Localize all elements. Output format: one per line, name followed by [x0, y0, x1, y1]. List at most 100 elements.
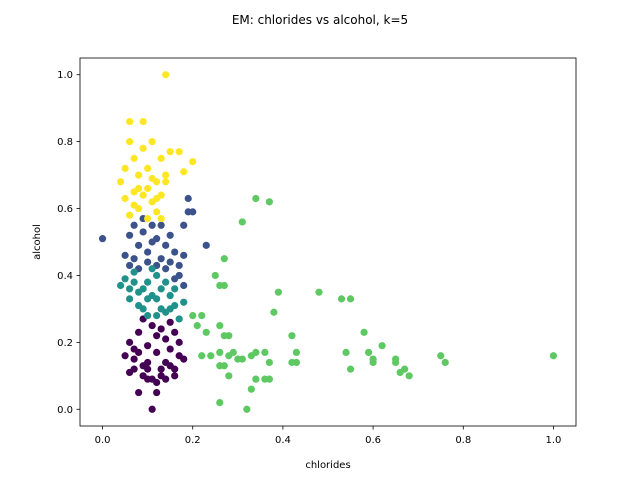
cluster-5-point	[180, 168, 188, 176]
cluster-2-point	[157, 221, 165, 229]
y-tick-label: 0.0	[57, 405, 73, 416]
x-tick-label: 0.2	[185, 435, 201, 446]
cluster-2-point	[126, 261, 134, 270]
cluster-2-point	[130, 221, 138, 229]
cluster-4-point	[288, 332, 296, 340]
cluster-5-point	[157, 214, 165, 223]
cluster-4-point	[437, 352, 445, 360]
cluster-4-point	[369, 358, 377, 367]
cluster-3-point	[180, 298, 188, 306]
cluster-3-point	[153, 312, 161, 320]
y-tick-label: 0.2	[57, 338, 73, 349]
cluster-2-point	[189, 208, 197, 216]
cluster-1-point	[153, 348, 161, 356]
cluster-4-point	[265, 375, 273, 383]
cluster-1-point	[171, 372, 179, 380]
cluster-1-point	[130, 365, 138, 373]
cluster-5-point	[162, 71, 170, 79]
x-tick-label: 0.0	[95, 435, 111, 446]
cluster-4-point	[193, 322, 201, 330]
y-tick-label: 1.0	[57, 70, 73, 81]
cluster-5-point	[116, 178, 125, 186]
cluster-3-point	[157, 285, 165, 293]
cluster-3-point	[121, 275, 129, 283]
cluster-1-point	[139, 362, 147, 370]
cluster-5-point	[189, 158, 197, 166]
cluster-5-point	[130, 201, 138, 209]
cluster-3-point	[144, 295, 152, 303]
cluster-5-point	[126, 117, 134, 126]
cluster-5-point	[175, 148, 183, 156]
cluster-5-point	[157, 154, 165, 162]
cluster-4-point	[243, 405, 251, 413]
cluster-1-point	[148, 405, 156, 413]
cluster-2-point	[144, 258, 152, 266]
cluster-5-point	[126, 138, 134, 146]
cluster-1-point	[166, 345, 174, 353]
cluster-3-point	[162, 278, 170, 286]
cluster-1-point	[135, 348, 143, 356]
cluster-4-point	[211, 271, 219, 280]
cluster-1-point	[153, 388, 161, 397]
y-axis: 0.0 0.2 0.4 0.6 0.8 1.0	[57, 70, 80, 416]
cluster-2-point	[98, 235, 107, 243]
cluster-5-point	[166, 148, 174, 156]
cluster-4-point	[292, 348, 301, 356]
cluster-2-point	[171, 275, 179, 283]
cluster-4-point	[549, 352, 558, 360]
cluster-2-point	[171, 248, 179, 256]
cluster-3-point	[130, 268, 138, 276]
x-tick-label: 0.6	[365, 435, 381, 446]
cluster-3-point	[135, 301, 143, 310]
cluster-5-point	[144, 164, 152, 172]
y-tick-label: 0.8	[57, 137, 73, 148]
y-tick-label: 0.6	[57, 204, 73, 215]
cluster-3-point	[171, 285, 179, 293]
cluster-3-point	[116, 281, 125, 290]
cluster-3-point	[126, 295, 134, 303]
cluster-5-point	[144, 184, 152, 193]
cluster-4-point	[252, 194, 260, 203]
cluster-5-point	[135, 184, 143, 193]
cluster-1-point	[166, 318, 174, 326]
cluster-1-point	[153, 378, 161, 387]
cluster-4-point	[198, 352, 206, 360]
cluster-4-point	[378, 342, 386, 350]
cluster-5-point	[148, 174, 156, 183]
cluster-2-point	[162, 241, 170, 249]
cluster-4-point	[342, 348, 350, 356]
cluster-2-point	[180, 251, 188, 259]
cluster-2-point	[166, 231, 174, 239]
cluster-4-point	[202, 328, 210, 336]
cluster-2-point	[202, 241, 210, 249]
cluster-1-point	[162, 375, 170, 383]
cluster-4-point	[189, 312, 197, 320]
cluster-2-point	[135, 241, 143, 249]
cluster-3-point	[144, 278, 152, 286]
x-tick-label: 1.0	[546, 435, 562, 446]
cluster-5-point	[153, 208, 161, 216]
cluster-1-point	[130, 355, 138, 363]
cluster-4-point	[346, 295, 355, 303]
cluster-1-point	[171, 328, 179, 336]
y-axis-label: alcohol	[32, 224, 43, 260]
cluster-5-point	[162, 178, 170, 186]
cluster-2-point	[162, 265, 170, 273]
plot-frame	[79, 57, 577, 427]
cluster-1-point	[144, 342, 152, 350]
cluster-2-point	[166, 258, 174, 266]
cluster-4-point	[238, 218, 246, 226]
cluster-4-point	[252, 375, 260, 383]
cluster-1-point	[144, 375, 152, 383]
cluster-3-point	[130, 278, 138, 286]
cluster-3-point	[144, 312, 152, 320]
cluster-5-point	[144, 214, 152, 223]
cluster-1-point	[153, 332, 161, 340]
cluster-4-point	[441, 358, 449, 367]
cluster-3-point	[166, 291, 174, 300]
cluster-4-point	[360, 328, 368, 336]
cluster-4-point	[265, 198, 273, 206]
cluster-4-point	[364, 348, 373, 356]
cluster-5-point	[121, 194, 129, 203]
